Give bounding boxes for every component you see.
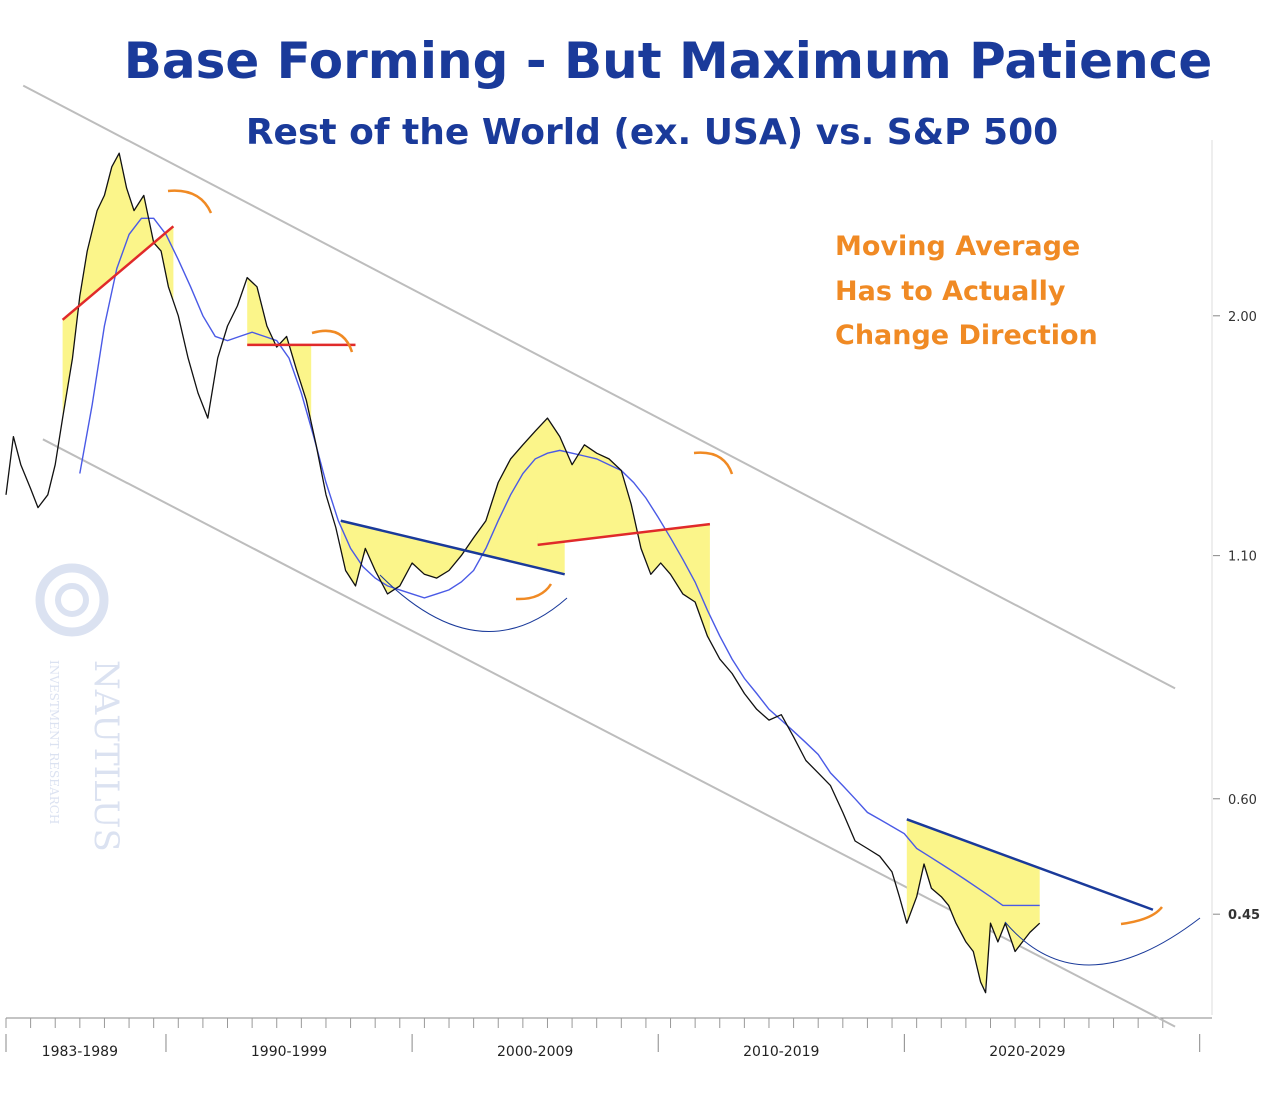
turn-arc-2008 <box>693 451 734 475</box>
moving-average-line <box>79 217 1040 907</box>
annotation-line-2: Has to Actually <box>835 276 1066 307</box>
turn-arc-2025 <box>1120 906 1163 926</box>
turn-arcs <box>167 189 1163 926</box>
fill-2021 <box>906 819 1040 990</box>
trend-support-2004 <box>537 522 711 547</box>
x-label-2000-2009: 2000-2009 <box>497 1044 573 1060</box>
watermark-name: NAUTILUS <box>86 660 126 852</box>
trend-resistance-2019 <box>906 818 1154 911</box>
base-arc-2000 <box>379 574 568 632</box>
price-line <box>5 152 1041 994</box>
chart-subtitle: Rest of the World (ex. USA) vs. S&P 500 <box>246 112 1058 153</box>
trend-support-1986 <box>61 225 175 321</box>
y-tick-label-1: 1.10 <box>1228 550 1257 565</box>
turn-arc-2003 <box>515 583 553 601</box>
annotation-line-3: Change Direction <box>835 320 1098 351</box>
annotation-line-1: Moving Average <box>835 231 1080 262</box>
watermark-logo-inner-icon <box>55 583 89 617</box>
base-arc-2022 <box>1004 917 1201 966</box>
x-label-2020-2029: 2020-2029 <box>989 1044 1065 1060</box>
watermark-logo-icon <box>35 563 109 637</box>
annotation: Moving Average Has to Actually Change Di… <box>835 231 1098 351</box>
x-label-2010-2019: 2010-2019 <box>743 1044 819 1060</box>
x-axis <box>5 1018 1201 1052</box>
y-tick-label-2: 0.60 <box>1228 793 1257 808</box>
chart-title: Base Forming - But Maximum Patience <box>124 32 1213 90</box>
fill-2006 <box>537 419 710 641</box>
turn-arc-1988 <box>167 189 213 214</box>
trend-lines <box>61 225 1154 911</box>
y-tick-label-0: 2.00 <box>1228 310 1257 325</box>
watermark-sub: INVESTMENT RESEARCH <box>47 660 61 824</box>
turn-arc-1995 <box>311 329 354 353</box>
y-tick-label-3: 0.45 <box>1228 908 1260 923</box>
x-axis-labels: 1983-1989 1990-1999 2000-2009 2010-2019 2020… <box>42 1044 1066 1060</box>
watermark-logo: NAUTILUS INVESTMENT RESEARCH <box>35 563 126 852</box>
y-axis: 2.00 1.10 0.60 0.45 <box>1213 310 1260 923</box>
base-arcs <box>379 574 1201 966</box>
fill-1986 <box>62 155 174 419</box>
x-label-1983-1989: 1983-1989 <box>42 1044 118 1060</box>
x-label-1990-1999: 1990-1999 <box>251 1044 327 1060</box>
channel-upper <box>22 84 1176 690</box>
trend-resistance-2000 <box>340 519 565 576</box>
